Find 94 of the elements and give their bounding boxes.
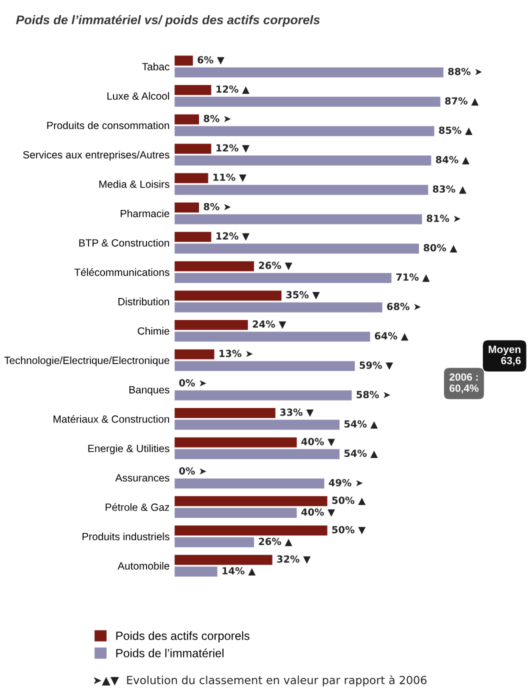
- data-label: 32% ▼: [277, 555, 311, 564]
- text: 2006 : 60,4%: [450, 373, 478, 394]
- data-label: 12% ▲: [216, 85, 250, 94]
- bar: [174, 184, 428, 195]
- y-tick-label: BTP & Construction: [79, 238, 170, 247]
- bar: [174, 449, 340, 460]
- y-tick-label: Technologie/Electrique/Electronique: [4, 356, 170, 366]
- data-label: 0% ➤: [179, 467, 206, 475]
- bar: [174, 437, 297, 448]
- bar: [174, 566, 218, 577]
- data-label: 64% ▲: [374, 332, 408, 341]
- y-tick-label: Automobile: [118, 562, 170, 570]
- chart-title: Poids de l’immatériel vs/ poids des actifs corporels: [16, 15, 320, 27]
- bar: [174, 332, 370, 342]
- y-tick-label: Matériaux & Construction: [54, 415, 170, 423]
- y-tick-label: Media & Loisirs: [99, 180, 170, 188]
- legend-label: Poids des actifs corporels: [116, 631, 250, 642]
- bar: [174, 96, 440, 107]
- bar: [174, 261, 254, 272]
- bar: [174, 155, 432, 166]
- y-tick-label: Tabac: [142, 62, 170, 70]
- data-label: 8% ➤: [204, 114, 231, 122]
- bar: [174, 526, 328, 536]
- data-label: 49% ➤: [328, 478, 363, 486]
- legend-label: Poids de l’immatériel: [116, 648, 224, 658]
- bar: [174, 390, 352, 400]
- data-label: 40% ▼: [301, 438, 336, 446]
- y-tick-label: Produits de consommation: [47, 121, 170, 130]
- bar: [174, 56, 193, 66]
- data-label: 50% ▲: [332, 496, 366, 506]
- bar: [174, 478, 324, 489]
- bar: [174, 144, 212, 154]
- bar: [174, 496, 328, 506]
- bar: [174, 173, 208, 184]
- bar: [174, 85, 212, 95]
- y-tick-label: Télécommunications: [74, 268, 170, 276]
- data-label: 26% ▲: [258, 538, 292, 546]
- y-tick-label: Services aux entreprises/Autres: [23, 150, 170, 161]
- data-label: 0% ➤: [179, 379, 206, 386]
- bar: [174, 214, 422, 224]
- bar: [174, 232, 212, 242]
- y-tick-label: Pharmacie: [120, 210, 170, 218]
- bar: [174, 67, 444, 78]
- data-label: 54% ▲: [344, 450, 378, 458]
- y-tick-label: Luxe & Alcool: [107, 92, 170, 100]
- data-label: 84% ▲: [436, 156, 470, 164]
- bar: [174, 320, 248, 330]
- data-label: 12% ▼: [216, 144, 250, 153]
- bar: [174, 349, 214, 360]
- y-tick-label: Chimie: [138, 327, 170, 335]
- bar: [174, 202, 200, 212]
- data-label: 81% ➤: [426, 214, 461, 222]
- bar: [174, 554, 272, 565]
- y-tick-label: Pétrole & Gaz: [106, 503, 170, 511]
- bar: [174, 126, 434, 136]
- data-label: 35% ▼: [286, 291, 320, 300]
- bar: [174, 408, 276, 418]
- bar: [174, 420, 340, 430]
- data-label: 59% ▼: [360, 362, 394, 370]
- data-label: 6% ▼: [198, 56, 224, 65]
- data-label: 33% ▼: [280, 408, 314, 417]
- data-label: 8% ➤: [204, 202, 231, 210]
- data-label: 11% ▼: [213, 174, 246, 182]
- data-label: 87% ▲: [445, 97, 479, 106]
- text: Moyen 63,6: [488, 346, 521, 366]
- bar: [174, 244, 419, 254]
- y-tick-label: Assurances: [115, 474, 170, 482]
- text: ➤▲▼ Evolution du classement en valeur par rapport à 2006: [94, 675, 426, 686]
- data-label: 80% ▲: [424, 244, 458, 252]
- data-label: 50% ▼: [332, 526, 366, 534]
- bar: [174, 508, 297, 518]
- bar: [174, 272, 392, 283]
- bar: [174, 537, 254, 548]
- bar: [174, 290, 282, 301]
- bar: [174, 302, 382, 312]
- y-tick-label: Produits industriels: [82, 532, 170, 540]
- data-label: 54% ▲: [344, 420, 378, 429]
- data-label: 85% ▲: [439, 126, 473, 135]
- y-tick-label: Energie & Utilities: [88, 444, 170, 454]
- data-label: 12% ▼: [216, 232, 250, 241]
- data-label: 83% ▲: [432, 185, 466, 194]
- y-tick-label: Banques: [129, 386, 170, 396]
- data-label: 71% ▲: [396, 273, 430, 282]
- data-label: 58% ➤: [356, 390, 390, 398]
- data-label: 13% ➤: [220, 350, 253, 358]
- bar: [174, 114, 200, 124]
- y-tick-label: Distribution: [118, 298, 170, 306]
- data-label: 40% ▼: [301, 508, 336, 517]
- data-label: 14% ▲: [222, 567, 256, 576]
- data-label: 88% ➤: [448, 68, 482, 76]
- bar: [174, 361, 355, 372]
- data-label: 24% ▼: [252, 320, 286, 329]
- data-label: 26% ▼: [258, 262, 292, 270]
- data-label: 68% ➤: [387, 302, 421, 310]
